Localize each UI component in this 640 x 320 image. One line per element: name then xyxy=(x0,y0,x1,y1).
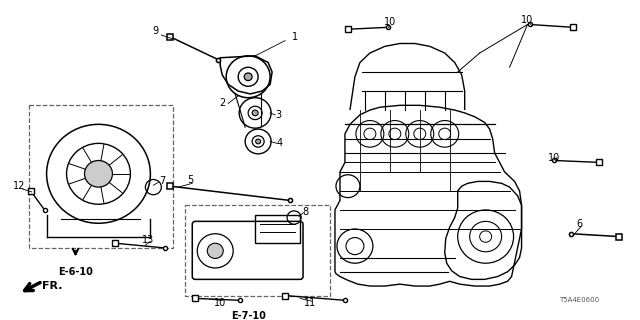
Text: 1: 1 xyxy=(292,32,298,42)
Text: E-6-10: E-6-10 xyxy=(58,267,93,277)
Text: 11: 11 xyxy=(304,298,316,308)
Text: E-7-10: E-7-10 xyxy=(230,311,266,320)
Text: T5A4E0600: T5A4E0600 xyxy=(559,297,600,303)
Bar xyxy=(29,105,173,248)
Text: 10: 10 xyxy=(548,153,561,163)
Text: 10: 10 xyxy=(384,17,396,27)
Text: 4: 4 xyxy=(277,138,283,148)
Bar xyxy=(186,205,330,296)
Text: 9: 9 xyxy=(152,26,159,36)
Text: 6: 6 xyxy=(577,219,582,229)
Text: 7: 7 xyxy=(159,176,166,187)
Circle shape xyxy=(207,243,223,259)
Text: 10: 10 xyxy=(214,298,227,308)
Text: 2: 2 xyxy=(219,99,225,108)
Circle shape xyxy=(255,139,260,144)
Text: 3: 3 xyxy=(275,110,281,120)
Text: 13: 13 xyxy=(142,236,154,245)
Circle shape xyxy=(244,73,252,81)
Text: 8: 8 xyxy=(302,207,308,217)
Bar xyxy=(255,215,300,243)
Circle shape xyxy=(84,161,113,187)
Text: 5: 5 xyxy=(187,174,193,185)
Circle shape xyxy=(252,110,258,116)
Text: 12: 12 xyxy=(12,181,25,191)
Text: 10: 10 xyxy=(522,15,534,25)
Text: FR.: FR. xyxy=(42,281,63,291)
